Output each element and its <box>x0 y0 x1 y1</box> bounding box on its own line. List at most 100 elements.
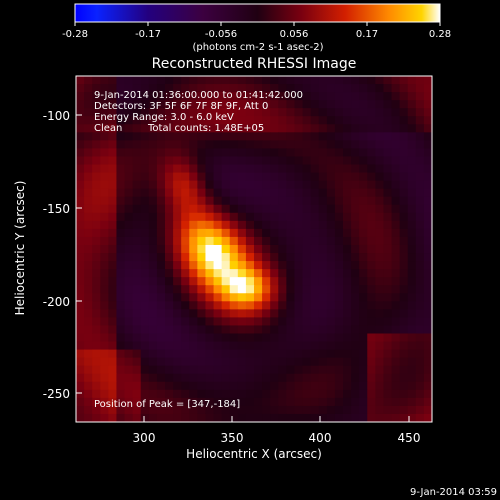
heatmap-cell <box>84 373 93 383</box>
heatmap-cell <box>415 84 425 93</box>
heatmap-cell <box>334 164 344 174</box>
heatmap-cell <box>84 92 93 101</box>
heatmap-cell <box>213 397 223 407</box>
heatmap-cell <box>221 269 231 278</box>
heatmap-cell <box>351 349 360 359</box>
heatmap-cell <box>100 365 109 375</box>
heatmap-cell <box>205 405 215 415</box>
heatmap-cell <box>254 285 263 294</box>
heatmap-cell <box>294 381 304 391</box>
heatmap-cell <box>334 293 344 302</box>
heatmap-cell <box>270 309 279 318</box>
heatmap-cell <box>286 236 295 246</box>
heatmap-cell <box>132 164 142 174</box>
heatmap-cell <box>76 156 85 166</box>
heatmap-cell <box>108 180 117 190</box>
heatmap-cell <box>108 116 117 125</box>
heatmap-cell <box>262 285 271 294</box>
heatmap-cell <box>140 285 150 294</box>
heatmap-cell <box>205 357 215 367</box>
heatmap-cell <box>375 228 384 238</box>
heatmap-cell <box>165 228 174 238</box>
heatmap-cell <box>343 389 352 399</box>
heatmap-cell <box>294 397 304 407</box>
heatmap-cell <box>302 236 312 246</box>
heatmap-cell <box>399 164 409 174</box>
heatmap-cell <box>140 196 150 206</box>
heatmap-cell <box>407 100 417 109</box>
heatmap-cell <box>205 341 215 351</box>
heatmap-cell <box>84 357 93 367</box>
heatmap-cell <box>310 261 320 270</box>
heatmap-cell <box>254 228 263 238</box>
heatmap-cell <box>76 389 85 399</box>
heatmap-cell <box>189 413 198 423</box>
heatmap-cell <box>415 357 425 367</box>
heatmap-cell <box>302 253 312 262</box>
heatmap-cell <box>334 220 344 230</box>
heatmap-cell <box>84 76 93 85</box>
heatmap-cell <box>294 204 304 214</box>
heatmap-cell <box>108 124 117 133</box>
heatmap-cell <box>294 236 304 246</box>
heatmap-cell <box>76 341 85 351</box>
heatmap-cell <box>108 188 117 198</box>
heatmap-cell <box>132 148 142 157</box>
heatmap-cell <box>76 164 85 174</box>
heatmap-cell <box>294 277 304 286</box>
heatmap-cell <box>334 244 344 254</box>
heatmap-cell <box>375 148 384 157</box>
heatmap-cell <box>189 349 198 359</box>
heatmap-cell <box>197 148 206 157</box>
heatmap-cell <box>399 413 409 423</box>
heatmap-cell <box>326 156 336 166</box>
heatmap-cell <box>116 381 126 391</box>
heatmap-cell <box>173 188 182 198</box>
heatmap-cell <box>423 164 433 174</box>
heatmap-cell <box>189 357 198 367</box>
heatmap-cell <box>383 148 393 157</box>
heatmap-cell <box>181 76 190 85</box>
heatmap-cell <box>156 148 166 157</box>
heatmap-cell <box>359 228 368 238</box>
heatmap-cell <box>148 84 158 93</box>
heatmap-cell <box>116 180 126 190</box>
heatmap-cell <box>351 333 360 343</box>
heatmap-cell <box>173 148 182 157</box>
heatmap-cell <box>318 92 328 101</box>
heatmap-cell <box>286 172 295 182</box>
heatmap-cell <box>367 148 376 157</box>
heatmap-cell <box>221 309 231 318</box>
heatmap-cell <box>391 277 401 286</box>
heatmap-cell <box>140 325 150 334</box>
heatmap-cell <box>140 413 150 423</box>
heatmap-cell <box>181 196 190 206</box>
heatmap-cell <box>148 405 158 415</box>
heatmap-cell <box>407 397 417 407</box>
heatmap-cell <box>140 244 150 254</box>
heatmap-cell <box>197 405 206 415</box>
heatmap-cell <box>326 341 336 351</box>
heatmap-cell <box>343 413 352 423</box>
heatmap-cell <box>213 76 223 85</box>
heatmap-cell <box>318 277 328 286</box>
heatmap-cell <box>415 413 425 423</box>
heatmap-cell <box>92 397 101 407</box>
heatmap-cell <box>262 244 271 254</box>
heatmap-cell <box>343 341 352 351</box>
heatmap-cell <box>76 244 85 254</box>
heatmap-cell <box>108 148 117 157</box>
heatmap-cell <box>391 357 401 367</box>
heatmap-cell <box>294 84 304 93</box>
heatmap-cell <box>391 301 401 310</box>
heatmap-cell <box>173 100 182 109</box>
chart-title: Reconstructed RHESSI Image <box>152 56 357 72</box>
heatmap-cell <box>124 76 134 85</box>
heatmap-cell <box>270 341 279 351</box>
heatmap-cell <box>237 100 247 109</box>
heatmap-cell <box>359 204 368 214</box>
heatmap-cell <box>262 196 271 206</box>
heatmap-cell <box>189 365 198 375</box>
heatmap-cell <box>92 76 101 85</box>
heatmap-cell <box>173 164 182 174</box>
